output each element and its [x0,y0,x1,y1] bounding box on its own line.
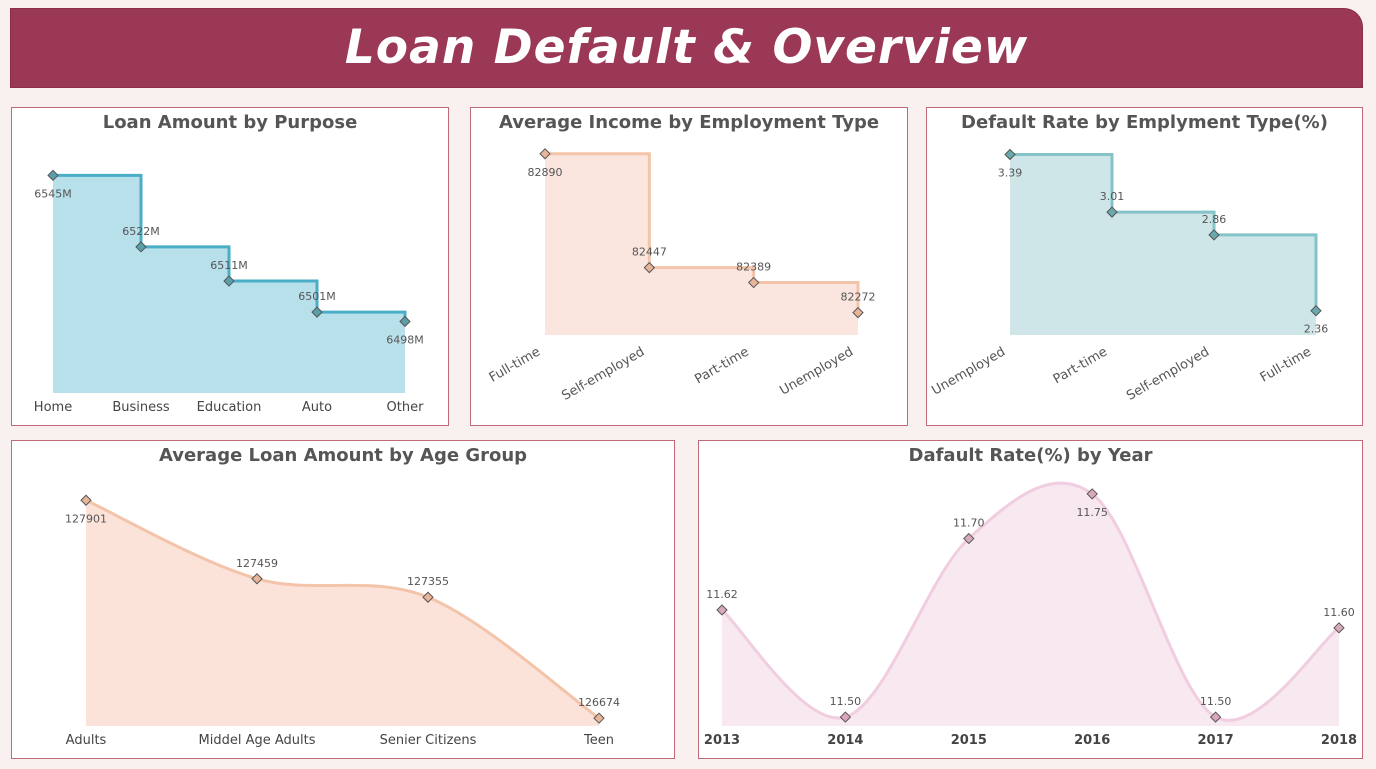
x-tick-label: Other [387,400,425,415]
header-banner: Loan Default & Overview [11,9,1362,87]
data-point-marker[interactable] [963,532,975,545]
x-tick-label: 2017 [1198,733,1234,748]
data-label: 82389 [736,261,771,274]
data-point-marker[interactable] [311,306,323,318]
data-point-marker[interactable] [1208,229,1220,241]
data-label: 126674 [578,696,620,709]
data-point-marker[interactable] [1086,488,1098,500]
series-area [86,500,599,726]
series-line [1010,153,1318,311]
x-tick-label: Home [34,400,72,415]
data-label: 6501M [298,290,336,303]
data-point-marker[interactable] [747,276,760,289]
data-label: 127459 [236,557,278,570]
data-label: 6498M [386,333,424,346]
x-tick-label: 2013 [704,733,740,748]
data-label: 2.36 [1304,323,1329,336]
default-rate-by-employment-panel: Default Rate by Emplyment Type(%) 3.39 Un… [926,107,1363,426]
x-tick-label: Senier Citizens [380,733,477,748]
data-point-marker[interactable] [422,591,434,603]
x-tick-label: Part-time [1051,344,1110,387]
data-label: 3.01 [1100,190,1125,203]
x-tick-label: Self-employed [1124,344,1212,403]
x-tick-label: Self-employed [559,344,647,403]
series-line [85,498,600,720]
default-rate-by-employment-chart: 3.39 Unemployed 3.01 Part-time 2.86 Self-empl… [929,148,1329,404]
x-tick-label: Unemployed [777,344,856,398]
x-tick-label: 2015 [951,733,987,748]
x-tick-label: Teen [583,733,614,748]
data-point-marker[interactable] [593,712,605,724]
series-line [720,481,1340,722]
chart-title: Dafault Rate(%) by Year [908,445,1153,466]
x-tick-label: 2016 [1074,733,1110,748]
data-label: 2.86 [1202,213,1227,226]
default-rate-by-year-chart: 11.62 2013 11.50 2014 11.70 2015 11.75 2016 11.5… [704,481,1357,748]
data-label: 11.75 [1076,506,1108,519]
data-point-marker[interactable] [47,169,59,182]
loan-amount-by-purpose-panel: Loan Amount by Purpose 6545M Home 6522M Bus… [11,107,449,426]
series-area [1010,154,1316,335]
x-tick-label: Business [112,400,170,415]
average-income-panel: Average Income by Employment Type 82890 F… [470,107,908,426]
data-point-marker[interactable] [223,275,235,287]
x-tick-label: Part-time [692,344,751,387]
x-tick-label: 2014 [827,733,863,748]
data-label: 127901 [65,512,107,525]
data-label: 11.50 [830,695,862,708]
data-label: 11.50 [1200,695,1232,708]
average-loan-by-age-panel: Average Loan Amount by Age Group 127901 A… [11,440,675,759]
loan-amount-by-purpose-chart: 6545M Home 6522M Business 6511M Education 6501… [34,169,425,415]
x-tick-label: Auto [302,400,332,415]
default-rate-by-year-panel: Dafault Rate(%) by Year 11.62 2013 11.50 20… [698,440,1363,759]
x-tick-label: Full-time [487,344,543,385]
chart-title: Default Rate by Emplyment Type(%) [961,112,1328,133]
data-point-marker[interactable] [1106,206,1118,218]
data-point-marker[interactable] [839,711,852,723]
data-point-marker[interactable] [1209,711,1222,723]
series-area [722,483,1339,726]
data-point-marker[interactable] [1310,305,1322,317]
average-income-chart: 82890 Full-time 82447 Self-employed 82389 Par… [487,148,876,404]
data-point-marker[interactable] [251,573,263,585]
data-label: 6545M [34,187,72,200]
data-label: 6522M [122,225,160,238]
data-label: 11.60 [1323,606,1355,619]
x-tick-label: Education [197,400,262,415]
data-label: 127355 [407,575,449,588]
data-point-marker[interactable] [852,306,864,319]
data-label: 11.70 [953,517,985,530]
x-tick-label: 2018 [1321,733,1357,748]
x-tick-label: Full-time [1258,344,1314,385]
data-point-marker[interactable] [539,148,551,160]
x-tick-label: Unemployed [929,344,1008,398]
data-point-marker[interactable] [643,261,656,274]
average-loan-by-age-chart: 127901 Adults 127459 Middel Age Adults 12735… [65,494,620,748]
data-point-marker[interactable] [80,494,92,506]
data-label: 82272 [841,291,876,304]
x-tick-label: Middel Age Adults [199,733,316,748]
data-label: 82447 [632,246,667,259]
data-label: 6511M [210,259,248,272]
chart-title: Average Loan Amount by Age Group [158,445,528,466]
page-title: Loan Default & Overview [344,20,1029,75]
data-label: 82890 [528,166,563,179]
data-label: 11.62 [706,588,738,601]
data-point-marker[interactable] [1004,148,1016,161]
data-point-marker[interactable] [135,241,147,253]
series-line [545,152,860,313]
chart-title: Average Income by Employment Type [498,112,880,133]
chart-title: Loan Amount by Purpose [102,112,358,133]
series-area [545,153,858,335]
data-point-marker[interactable] [399,315,411,328]
x-tick-label: Adults [66,733,107,748]
data-point-marker[interactable] [716,604,728,616]
data-label: 3.39 [998,167,1023,180]
data-point-marker[interactable] [1333,622,1345,634]
